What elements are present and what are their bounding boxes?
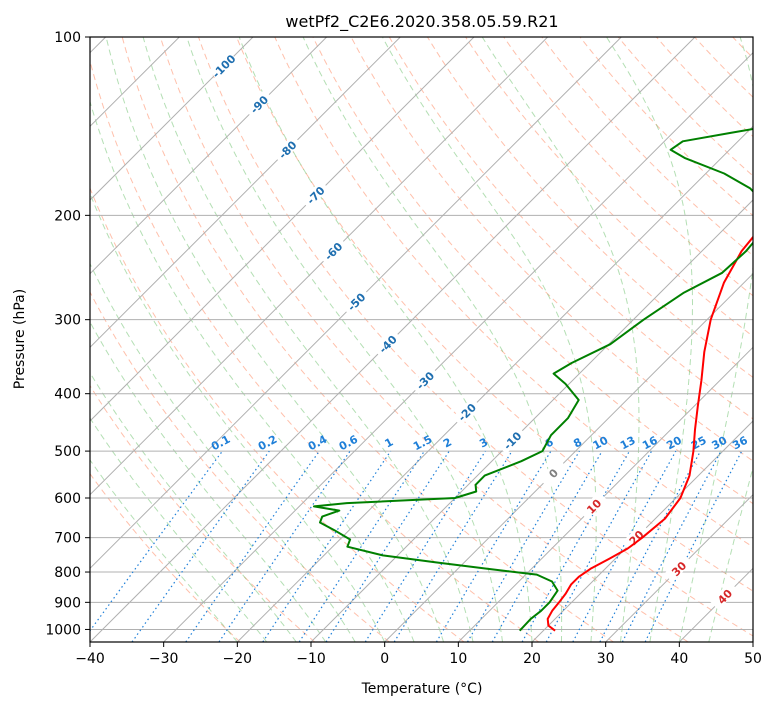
- moist-adiabat: [90, 321, 327, 642]
- mixing-ratio-label: 20: [664, 434, 684, 453]
- mixing-ratio-line: [466, 450, 580, 642]
- dry-adiabat: [90, 384, 316, 642]
- x-tick-label: −10: [296, 651, 326, 667]
- y-tick-label: 100: [54, 30, 81, 46]
- mixing-ratio-line: [572, 450, 677, 642]
- isotherm: [90, 37, 401, 349]
- y-tick-label: 500: [54, 444, 81, 460]
- x-tick-label: −30: [149, 651, 179, 667]
- chart-title: wetPf2_C2E6.2020.358.05.59.R21: [285, 12, 558, 32]
- dry-adiabat: [159, 37, 689, 642]
- mixing-ratio-line: [435, 450, 552, 642]
- isotherm-label: 0: [538, 458, 567, 487]
- moist-adiabat: [90, 459, 238, 642]
- profile-lines: [313, 128, 753, 632]
- mixing-ratio-line: [325, 450, 450, 642]
- mixing-ratio-line: [218, 450, 351, 642]
- isotherm: [236, 125, 753, 642]
- y-tick-label: 600: [54, 491, 81, 507]
- moist-adiabat: [90, 262, 356, 642]
- mixing-ratio-line: [364, 450, 486, 642]
- mixing-ratio-label: 13: [618, 434, 638, 453]
- dry-adiabat: [90, 59, 540, 642]
- moist-adiabat: [90, 192, 386, 642]
- x-tick-label: −20: [223, 651, 253, 667]
- dry-adiabat: [90, 291, 390, 642]
- dry-adiabat: [503, 37, 753, 297]
- dry-adiabat: [198, 37, 753, 637]
- y-tick-label: 200: [54, 208, 81, 224]
- mixing-ratio-line: [262, 450, 392, 642]
- moist-adiabat: [90, 417, 268, 642]
- isotherm: [457, 346, 753, 642]
- isotherm: [310, 199, 753, 642]
- mixing-ratio-line: [185, 450, 320, 642]
- moist-adiabat: [481, 37, 640, 642]
- dry-adiabat: [426, 37, 753, 378]
- dry-adiabat: [274, 37, 753, 548]
- x-tick-label: −40: [75, 651, 105, 667]
- dry-adiabat: [90, 186, 465, 642]
- moist-adiabat: [678, 37, 753, 642]
- x-tick-label: 0: [380, 651, 389, 667]
- moist-adiabat: [606, 37, 693, 642]
- plot-frame: [89, 36, 754, 643]
- dry-adiabat: [388, 37, 753, 420]
- dewpoint-profile: [313, 128, 753, 632]
- mixing-ratio-line: [298, 450, 425, 642]
- dry-adiabat: [617, 37, 753, 177]
- dry-adiabat: [121, 37, 614, 642]
- axis-ticks: −40 −30 −20 −10 0 10 20 30 40 5010020030040050060…: [45, 30, 762, 667]
- x-tick-label: 40: [670, 651, 688, 667]
- x-axis-title: Temperature (°C): [361, 681, 483, 697]
- temperature-profile: [546, 235, 753, 632]
- moist-adiabat: [381, 37, 597, 642]
- y-tick-label: 300: [54, 313, 81, 329]
- moist-adiabat: [105, 37, 445, 642]
- x-tick-label: 30: [597, 651, 615, 667]
- x-tick-label: 20: [523, 651, 541, 667]
- isotherm: [90, 37, 328, 275]
- x-tick-label: 10: [449, 651, 467, 667]
- y-tick-label: 700: [54, 531, 81, 547]
- mixing-ratio-line: [599, 450, 702, 642]
- isotherm: [90, 37, 622, 570]
- y-tick-label: 900: [54, 595, 81, 611]
- moist-adiabat: [186, 37, 503, 642]
- isotherm: [163, 51, 753, 642]
- isotherm: [605, 493, 753, 642]
- x-tick-label: 50: [744, 651, 762, 667]
- isotherm: [90, 37, 254, 201]
- y-tick-label: 1000: [45, 622, 81, 638]
- dry-adiabat: [312, 37, 753, 505]
- mixing-ratio-label: 36: [730, 434, 750, 453]
- mixing-ratio-label: 10: [591, 434, 611, 453]
- moist-adiabat: [142, 37, 474, 642]
- y-axis-title: Pressure (hPa): [12, 289, 28, 389]
- y-tick-label: 400: [54, 387, 81, 403]
- dry-adiabat: [236, 37, 753, 592]
- isotherm: [384, 272, 753, 642]
- moist-adiabat: [90, 371, 297, 642]
- moist-adiabat: [238, 37, 533, 642]
- isotherm: [90, 37, 549, 496]
- mixing-ratio-label: 16: [640, 434, 660, 453]
- y-tick-label: 800: [54, 565, 81, 581]
- isotherm: [90, 37, 475, 422]
- mixing-ratio-label: 30: [710, 434, 730, 453]
